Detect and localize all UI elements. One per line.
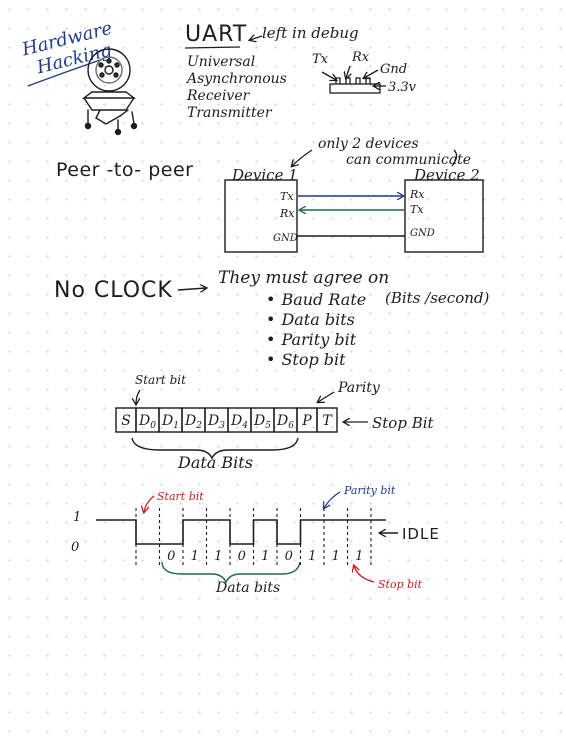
no-clock-arrow xyxy=(177,288,206,290)
peer-note-1: only 2 devices xyxy=(318,136,419,152)
frame-start-label: Start bit xyxy=(135,373,186,387)
signal-parity-label: Parity bit xyxy=(344,484,396,497)
signal-high-label: 1 xyxy=(73,510,82,525)
post-bit-value-label: 1 xyxy=(355,549,363,564)
device1-pin-gnd: GND xyxy=(273,233,298,244)
peer-label: Peer -to- peer xyxy=(56,159,194,181)
signal-start-label: Start bit xyxy=(157,490,204,503)
peer-note-arrow xyxy=(292,149,313,166)
bit-value-label: 0 xyxy=(167,549,175,564)
frame-cell-label: D2 xyxy=(184,413,202,431)
device1-pin-tx: Tx xyxy=(280,190,294,203)
pin-label-3v3: 3.3v xyxy=(388,80,417,95)
frame-data-brace xyxy=(131,437,299,460)
frame-cell-label: P xyxy=(301,413,312,429)
uart-underline xyxy=(184,46,241,49)
baud-note: (Bits /second) xyxy=(385,289,490,307)
bit-value-label: 1 xyxy=(261,549,269,564)
frame-cell-label: T xyxy=(322,413,333,429)
frame-cell-label: D3 xyxy=(207,413,225,431)
device2-pin-rx: Rx xyxy=(410,188,425,201)
signal-parity-arrow xyxy=(324,491,341,508)
signal-stop-arrow xyxy=(354,566,375,583)
frame-data-label: Data Bits xyxy=(178,453,253,472)
device1-box xyxy=(224,179,298,253)
idle-label: IDLE xyxy=(402,525,440,543)
uart-a: Asynchronous xyxy=(187,71,287,87)
connector-sketch-icon xyxy=(321,65,386,94)
uart-title: UART xyxy=(185,22,248,47)
frame-cell-label: D1 xyxy=(161,413,179,431)
post-bit-value-label: 1 xyxy=(332,549,340,564)
agree-item-stop: Stop bit xyxy=(266,350,366,370)
bit-value-label: 1 xyxy=(191,549,199,564)
signal-data-brace xyxy=(161,561,301,584)
frame-parity-label: Parity xyxy=(338,380,380,396)
pin-label-tx: Tx xyxy=(312,52,329,67)
title-underline xyxy=(27,59,101,87)
signal-start-arrow xyxy=(144,495,155,512)
agree-item-data: Data bits xyxy=(266,310,366,330)
uart-u: Universal xyxy=(187,54,256,70)
bit-value-label: 0 xyxy=(285,549,293,564)
peer-note-2: can communicate xyxy=(346,152,472,168)
agreement-list: Baud Rate Data bits Parity bit Stop bit xyxy=(266,290,366,370)
frame-parity-arrow xyxy=(318,391,335,402)
frame-cell-label: D5 xyxy=(253,413,271,431)
signal-low-label: 0 xyxy=(71,540,80,555)
frame-cell-label: S xyxy=(121,413,131,429)
bit-value-label: 0 xyxy=(238,549,246,564)
uart-note: left in debug xyxy=(262,24,359,42)
uart-t: Transmitter xyxy=(187,105,272,121)
signal-waveform xyxy=(96,519,386,545)
frame-cell-label: D4 xyxy=(230,413,248,431)
frame-cell-label: D6 xyxy=(276,413,294,431)
uart-expansion: Universal Asynchronous Receiver Transmit… xyxy=(187,54,287,122)
frame-stop-label: Stop Bit xyxy=(372,414,434,432)
device2-pin-gnd: GND xyxy=(410,228,435,239)
agree-text: They must agree on xyxy=(218,268,390,288)
frame-start-arrow xyxy=(136,389,141,404)
no-clock-label: No CLOCK xyxy=(54,278,173,303)
device2-pin-tx: Tx xyxy=(410,203,424,216)
bit-value-label: 1 xyxy=(308,549,316,564)
pin-label-gnd: Gnd xyxy=(380,62,408,77)
device2-box xyxy=(404,179,484,253)
signal-data-label: Data bits xyxy=(216,580,281,596)
agree-item-parity: Parity bit xyxy=(266,330,366,350)
device1-pin-rx: Rx xyxy=(280,207,295,220)
uart-note-arrow xyxy=(250,36,263,40)
frame-cell-label: D0 xyxy=(138,413,156,431)
frame-cell xyxy=(316,407,338,433)
uart-r: Receiver xyxy=(187,88,250,104)
robot-sketch-icon xyxy=(81,48,138,136)
peer-note-brace xyxy=(451,149,458,167)
frame-cells: S D0 D1 D2 D3 D4 D5 D6 P T xyxy=(115,407,338,433)
signal-stop-label: Stop bit xyxy=(378,578,423,591)
bit-value-label: 1 xyxy=(214,549,222,564)
pin-label-rx: Rx xyxy=(352,50,370,65)
agree-item-baud: Baud Rate xyxy=(266,290,366,310)
